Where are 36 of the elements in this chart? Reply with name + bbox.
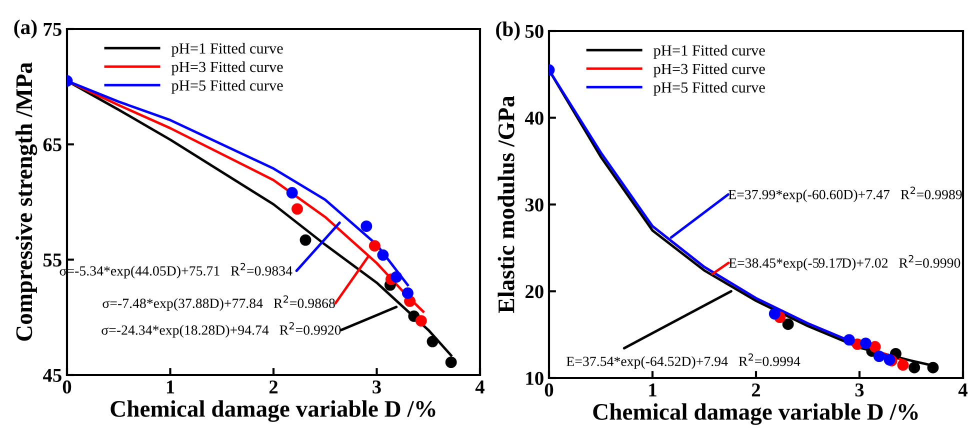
x-axis-title: Chemical damage variable D /% <box>110 400 436 422</box>
y-tick-label: 40 <box>524 112 544 125</box>
y-tick-label: 10 <box>526 372 544 385</box>
y-tick-label: 30 <box>525 198 544 212</box>
chart-title: (a) <box>14 20 37 38</box>
annotation: E=37.54*exp(-64.52D)+7.94 R$^{2}$=0.9994 <box>566 353 800 369</box>
x-tick-label: 3 <box>372 380 381 394</box>
y-tick-label: 55 <box>43 254 62 267</box>
x-tick-label: 0 <box>544 383 554 397</box>
x-tick-label: 1 <box>166 380 174 394</box>
x-tick-label: 0 <box>62 380 72 394</box>
y-tick-label: 45 <box>42 368 62 382</box>
x-tick-label: 4 <box>475 380 484 394</box>
x-tick-label: 1 <box>649 384 656 396</box>
annotation: σ=-7.48*exp(37.88D)+77.84 R$^{2}$=0.9868 <box>102 295 335 311</box>
legend-label: pH=3 Fitted curve <box>171 61 283 76</box>
legend-label: pH=1 Fitted curve <box>654 44 765 59</box>
y-axis-title: Compressive strength /MPa <box>16 62 38 341</box>
x-tick-label: 2 <box>752 383 760 396</box>
y-axis-title: Elastic modulus /GPa <box>498 96 514 313</box>
x-tick-label: 2 <box>269 380 278 394</box>
x-tick-label: 4 <box>958 384 968 396</box>
y-tick-label: 75 <box>44 23 62 36</box>
x-axis-title: Chemical damage variable D /% <box>593 403 918 425</box>
legend-label: pH=5 Fitted curve <box>171 80 283 94</box>
legend-label: pH=3 Fitted curve <box>654 63 765 78</box>
legend-label: pH=1 Fitted curve <box>171 42 283 57</box>
x-tick-label: 3 <box>855 383 864 397</box>
chart-title: (b) <box>496 22 520 40</box>
y-tick-label: 20 <box>526 285 544 298</box>
legend-label: pH=5 Fitted curve <box>654 82 765 96</box>
y-tick-label: 65 <box>43 138 62 152</box>
y-tick-label: 50 <box>525 24 544 38</box>
annotation: E=38.45*exp(-59.17D)+7.02 R$^{2}$=0.9990 <box>728 255 960 271</box>
annotation: σ=-24.34*exp(18.28D)+94.74 R$^{2}$=0.9920 <box>102 322 341 338</box>
annotation: E=37.99*exp(-60.60D)+7.47 R$^{2}$=0.9989 <box>728 186 962 202</box>
